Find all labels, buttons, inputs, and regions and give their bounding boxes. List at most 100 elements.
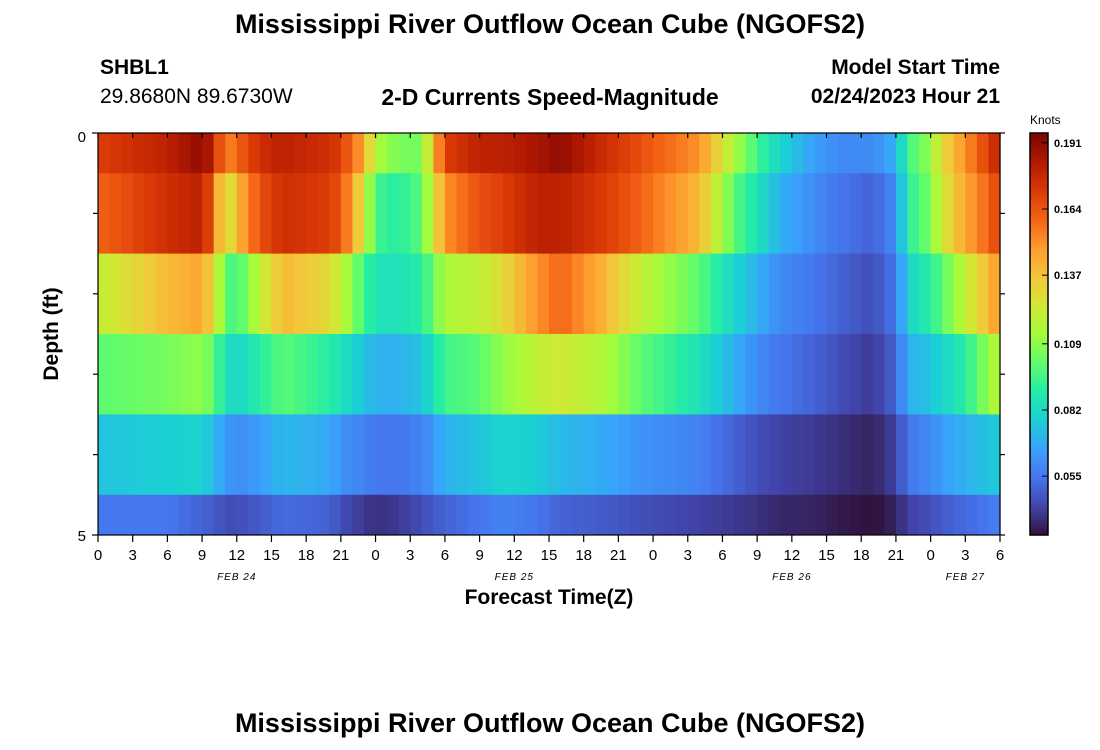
heatmap-cell (213, 253, 226, 335)
x-tick-label: 6 (996, 547, 1004, 564)
heatmap-cell (676, 414, 689, 496)
heatmap-cell (722, 173, 735, 254)
colorbar-tick-label: 0.082 (1054, 405, 1082, 417)
heatmap-cell (641, 133, 654, 174)
heatmap-cell (98, 253, 111, 335)
colorbar-tick-label: 0.164 (1054, 204, 1082, 216)
heatmap-cell (514, 414, 527, 496)
heatmap-cell (814, 334, 828, 415)
heatmap-cell (606, 133, 619, 174)
heatmap-cell (525, 253, 539, 335)
heatmap-cell (861, 334, 874, 415)
heatmap-cell (549, 133, 562, 174)
heatmap-cell (710, 173, 724, 254)
heatmap-cell (109, 334, 122, 415)
heatmap-cell (225, 253, 238, 335)
heatmap-cell (283, 133, 296, 174)
heatmap-cell (178, 334, 192, 415)
heatmap-cell (236, 253, 249, 335)
x-tick-label: 21 (333, 547, 350, 564)
heatmap-cell (98, 334, 111, 415)
heatmap-cell (838, 253, 851, 335)
heatmap-cell (213, 334, 226, 415)
heatmap-cell (352, 133, 365, 174)
heatmap-cell (664, 414, 677, 496)
heatmap-cell (838, 414, 851, 496)
heatmap-cell (780, 133, 793, 174)
heatmap-cell (502, 494, 515, 536)
heatmap-cell (953, 133, 966, 174)
heatmap-cell (629, 334, 643, 415)
heatmap-cell (965, 414, 978, 496)
heatmap-cell (479, 253, 492, 335)
heatmap-cell (121, 414, 134, 496)
heatmap-cell (387, 173, 400, 254)
heatmap-cell (329, 133, 342, 174)
heatmap-cell (988, 133, 1001, 174)
heatmap-cell (155, 173, 168, 254)
heatmap-cell (340, 494, 354, 536)
heatmap-cell (942, 494, 955, 536)
heatmap-cell (283, 173, 296, 254)
heatmap-cell (340, 414, 354, 496)
heatmap-cell (202, 494, 215, 536)
x-tick-label: 12 (506, 547, 523, 564)
heatmap-cell (375, 334, 388, 415)
heatmap-cell (398, 494, 411, 536)
heatmap-cell (942, 334, 955, 415)
heatmap-cell (953, 334, 966, 415)
heatmap-cell (641, 414, 654, 496)
heatmap-cell (375, 133, 388, 174)
heatmap-cell (803, 494, 816, 536)
colorbar-unit-label: Knots (1030, 113, 1061, 127)
heatmap-cell (502, 414, 515, 496)
heatmap-cell (317, 494, 330, 536)
heatmap-cell (849, 414, 862, 496)
heatmap-cell (595, 334, 608, 415)
heatmap-cell (98, 414, 111, 496)
heatmap-cell (329, 494, 342, 536)
heatmap-cell (444, 334, 458, 415)
heatmap-cell (421, 494, 434, 536)
heatmap-cell (549, 414, 562, 496)
x-tick-label: 0 (926, 547, 934, 564)
heatmap-cell (375, 494, 388, 536)
heatmap-cell (722, 253, 735, 335)
heatmap-cell (780, 173, 793, 254)
heatmap-cell (919, 253, 932, 335)
heatmap-cell (687, 173, 700, 254)
heatmap-cell (387, 253, 400, 335)
heatmap-cell (271, 334, 284, 415)
heatmap-cell (861, 414, 874, 496)
heatmap-cell (676, 133, 689, 174)
heatmap-cell (167, 494, 180, 536)
heatmap-cell (248, 494, 261, 536)
heatmap-cell (907, 133, 920, 174)
heatmap-cell (514, 173, 527, 254)
heatmap-cell (155, 334, 168, 415)
heatmap-cell (803, 334, 816, 415)
heatmap-cell (942, 133, 955, 174)
heatmap-cell (491, 173, 504, 254)
heatmap-cell (363, 494, 377, 536)
heatmap-cell (468, 334, 481, 415)
heatmap-cell (791, 494, 805, 536)
heatmap-cell (849, 494, 862, 536)
heatmap-cell (479, 334, 492, 415)
heatmap-cell (710, 414, 724, 496)
x-tick-label: 9 (753, 547, 761, 564)
heatmap-cell (687, 494, 700, 536)
heatmap-cell (814, 494, 828, 536)
y-axis-label: Depth (ft) (40, 287, 63, 380)
date-label: FEB 25 (495, 572, 534, 583)
heatmap-cell (803, 414, 816, 496)
heatmap-cell (121, 494, 134, 536)
heatmap-cell (953, 414, 966, 496)
x-tick-label: 18 (575, 547, 592, 564)
heatmap-cell (849, 173, 862, 254)
heatmap-cell (687, 414, 700, 496)
heatmap-cell (433, 173, 446, 254)
heatmap-cell (734, 334, 747, 415)
heatmap-cell (768, 334, 781, 415)
heatmap-cell (884, 173, 897, 254)
